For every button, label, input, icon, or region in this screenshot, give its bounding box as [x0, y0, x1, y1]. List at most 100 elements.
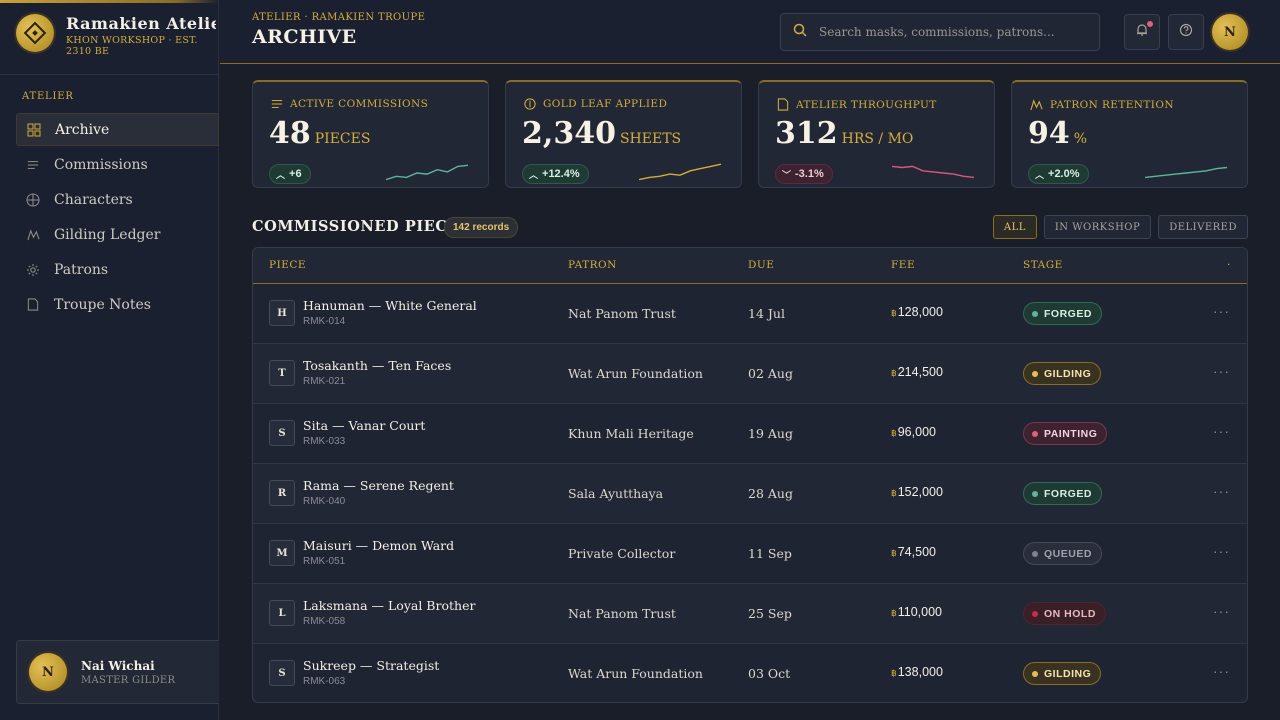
chart-icon — [26, 228, 40, 242]
sparkline — [892, 165, 974, 179]
top-header: ATELIER · RAMAKIEN TROUPE ARCHIVE N — [220, 0, 1280, 64]
table-row[interactable]: S Sukreep — Strategist RMK-063 Wat Arun … — [253, 644, 1247, 702]
piece-code: RMK-063 — [303, 676, 346, 687]
piece-name[interactable]: Tosakanth — Ten Faces — [303, 358, 452, 373]
more-options-icon[interactable]: ··· — [1213, 303, 1230, 319]
patron-name: Private Collector — [568, 546, 676, 561]
search-input[interactable] — [819, 25, 1089, 39]
help-icon — [1179, 23, 1193, 42]
stat-unit: % — [1073, 131, 1088, 147]
stat-delta-value: +12.4% — [542, 168, 580, 180]
piece-name[interactable]: Hanuman — White General — [303, 298, 477, 313]
sidebar-item-commissions[interactable]: Commissions — [16, 148, 219, 181]
fee-amount: 128,000 — [897, 305, 943, 319]
stage-badge: PAINTING — [1023, 422, 1108, 445]
filter-delivered[interactable]: DELIVERED — [1158, 215, 1248, 239]
piece-code: RMK-051 — [303, 556, 346, 567]
stage-badge: GILDING — [1023, 362, 1102, 385]
baht-icon: ฿ — [891, 308, 897, 318]
fee-amount: 214,500 — [897, 365, 943, 379]
sidebar-item-patrons[interactable]: Patrons — [16, 253, 219, 286]
stage-filters: ALL IN WORKSHOP DELIVERED — [986, 215, 1248, 239]
sidebar-item-label: Patrons — [54, 261, 109, 278]
more-options-icon[interactable]: ··· — [1213, 543, 1230, 559]
baht-icon: ฿ — [891, 548, 897, 558]
notifications-button[interactable] — [1124, 14, 1160, 50]
breadcrumb[interactable]: ATELIER · RAMAKIEN TROUPE — [252, 12, 426, 23]
sidebar-item-label: Gilding Ledger — [54, 226, 161, 243]
stat-card-atelier-throughput[interactable]: ATELIER THROUGHPUT 312 HRS / MO ﹀ -3.1% — [758, 80, 995, 188]
filter-all[interactable]: ALL — [992, 215, 1037, 239]
due-date: 19 Aug — [748, 426, 793, 441]
chevron-down-icon: ﹀ — [782, 169, 792, 180]
header-avatar[interactable]: N — [1212, 14, 1248, 50]
patron-name: Nat Panom Trust — [568, 606, 676, 621]
due-date: 28 Aug — [748, 486, 793, 501]
stat-card-active-commissions[interactable]: ACTIVE COMMISSIONS 48 PIECES ︿ +6 — [252, 80, 489, 188]
stat-label-text: PATRON RETENTION — [1050, 98, 1174, 111]
piece-name[interactable]: Maisuri — Demon Ward — [303, 538, 455, 553]
patron-name: Sala Ayutthaya — [568, 486, 664, 501]
table-row[interactable]: R Rama — Serene Regent RMK-040 Sala Ayut… — [253, 464, 1247, 524]
more-options-icon[interactable]: ··· — [1213, 603, 1230, 619]
stage-dot — [1032, 670, 1038, 677]
stage-label: GILDING — [1044, 367, 1092, 380]
more-options-icon[interactable]: ··· — [1213, 423, 1230, 439]
column-stage[interactable]: STAGE — [1023, 259, 1063, 271]
column-piece[interactable]: PIECE — [269, 259, 307, 271]
stat-delta-badge: ︿ +2.0% — [1028, 164, 1089, 184]
piece-name[interactable]: Sukreep — Strategist — [303, 658, 440, 673]
document-icon — [777, 98, 789, 111]
fee: ฿128,000 — [891, 305, 943, 319]
stage-badge: FORGED — [1023, 302, 1102, 325]
sidebar-item-gilding-ledger[interactable]: Gilding Ledger — [16, 218, 219, 251]
user-card[interactable]: N Nai Wichai MASTER GILDER — [16, 640, 219, 704]
table-row[interactable]: M Maisuri — Demon Ward RMK-051 Private C… — [253, 524, 1247, 584]
table-row[interactable]: T Tosakanth — Ten Faces RMK-021 Wat Arun… — [253, 344, 1247, 404]
chevron-up-icon: ︿ — [529, 169, 539, 180]
sparkline — [639, 163, 721, 181]
stat-value: 312 HRS / MO — [775, 116, 913, 151]
piece-name[interactable]: Sita — Vanar Court — [303, 418, 426, 433]
column-fee[interactable]: FEE — [891, 259, 916, 271]
column-actions[interactable]: · — [1227, 259, 1231, 271]
patron-name: Nat Panom Trust — [568, 306, 676, 321]
table-row[interactable]: H Hanuman — White General RMK-014 Nat Pa… — [253, 284, 1247, 344]
stat-label: ACTIVE COMMISSIONS — [271, 98, 428, 110]
patron-name: Wat Arun Foundation — [568, 666, 703, 681]
column-patron[interactable]: PATRON — [568, 259, 617, 271]
table-body: H Hanuman — White General RMK-014 Nat Pa… — [253, 284, 1247, 702]
sidebar-item-troupe-notes[interactable]: Troupe Notes — [16, 288, 219, 321]
sidebar-divider — [0, 74, 219, 75]
sparkline — [386, 164, 468, 181]
filter-in-workshop[interactable]: IN WORKSHOP — [1043, 215, 1152, 239]
stat-card-gold-leaf-applied[interactable]: GOLD LEAF APPLIED 2,340 SHEETS ︿ +12.4% — [505, 80, 742, 188]
stat-card-patron-retention[interactable]: PATRON RETENTION 94% ︿ +2.0% — [1011, 80, 1248, 188]
help-button[interactable] — [1168, 14, 1204, 50]
piece-name[interactable]: Laksmana — Loyal Brother — [303, 598, 476, 613]
piece-name[interactable]: Rama — Serene Regent — [303, 478, 454, 493]
sidebar-item-characters[interactable]: Characters — [16, 183, 219, 216]
column-due[interactable]: DUE — [748, 259, 775, 271]
search-box[interactable] — [780, 13, 1100, 51]
sidebar-item-archive[interactable]: Archive — [16, 113, 219, 146]
table-row[interactable]: S Sita — Vanar Court RMK-033 Khun Mali H… — [253, 404, 1247, 464]
grid-icon — [27, 123, 41, 137]
stat-label: ATELIER THROUGHPUT — [777, 98, 937, 111]
table-row[interactable]: L Laksmana — Loyal Brother RMK-058 Nat P… — [253, 584, 1247, 644]
stage-label: FORGED — [1044, 487, 1092, 500]
more-options-icon[interactable]: ··· — [1213, 483, 1230, 499]
fee-amount: 152,000 — [897, 485, 943, 499]
page-title: ARCHIVE — [252, 26, 357, 48]
piece-initial: L — [269, 600, 295, 626]
stat-delta-badge: ﹀ -3.1% — [775, 164, 833, 184]
brand[interactable]: Ramakien Atelier KHON WORKSHOP · EST. 23… — [16, 14, 216, 57]
stage-dot — [1032, 550, 1038, 557]
brand-name: Ramakien Atelier — [66, 14, 216, 33]
user-role: MASTER GILDER — [81, 674, 176, 686]
sidebar-nav: Archive Commissions Characters Gilding Ledg… — [16, 113, 219, 323]
more-options-icon[interactable]: ··· — [1213, 363, 1230, 379]
more-options-icon[interactable]: ··· — [1213, 663, 1230, 679]
stat-label-text: GOLD LEAF APPLIED — [543, 98, 668, 110]
piece-code: RMK-058 — [303, 616, 346, 627]
